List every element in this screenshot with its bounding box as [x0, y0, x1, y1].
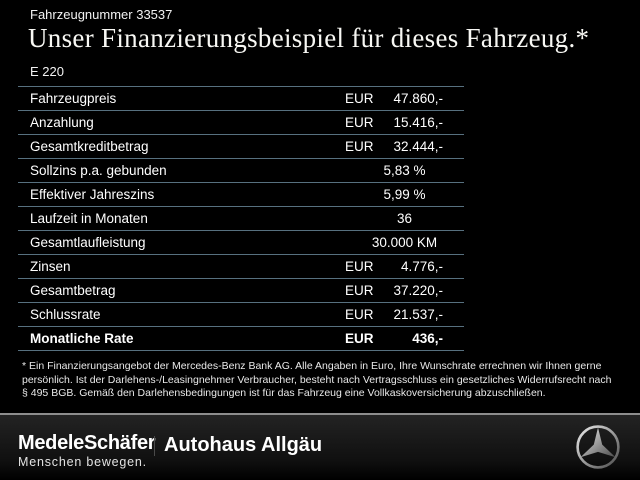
row-label: Laufzeit in Monaten [30, 211, 148, 226]
dealer-logo: MedeleSchäfer [18, 432, 156, 454]
row-label: Sollzins p.a. gebunden [30, 163, 167, 178]
row-value: 5,83 % [383, 163, 426, 178]
row-label: Zinsen [30, 259, 71, 274]
row-value: 5,99 % [383, 187, 426, 202]
row-value: 4.776,- [400, 259, 443, 274]
footer-vertical-divider [154, 436, 155, 456]
table-row-monthly-rate: Monatliche Rate EUR 436,- [18, 326, 464, 350]
row-value: 37.220,- [393, 283, 443, 298]
table-row: Zinsen EUR 4.776,- [18, 254, 464, 278]
table-row: Gesamtkreditbetrag EUR 32.444,- [18, 134, 464, 158]
row-value: 436,- [412, 331, 443, 346]
table-row: Schlussrate EUR 21.537,- [18, 302, 464, 326]
row-label: Anzahlung [30, 115, 94, 130]
legal-footnote: * Ein Finanzierungsangebot der Mercedes-… [22, 360, 612, 399]
row-value: 47.860,- [393, 91, 443, 106]
dealer-tagline: Menschen bewegen. [18, 455, 147, 469]
row-currency: EUR [345, 115, 374, 130]
row-value: 21.537,- [393, 307, 443, 322]
table-row: Gesamtbetrag EUR 37.220,- [18, 278, 464, 302]
row-label: Fahrzeugpreis [30, 91, 117, 106]
dealer-secondary-logo: Autohaus Allgäu [164, 434, 323, 456]
row-label: Schlussrate [30, 307, 101, 322]
footer-bar: MedeleSchäfer Menschen bewegen. Autohaus… [0, 415, 640, 480]
row-currency: EUR [345, 283, 374, 298]
table-row: Anzahlung EUR 15.416,- [18, 110, 464, 134]
vehicle-number: Fahrzeugnummer 33537 [30, 7, 173, 22]
page-title: Unser Finanzierungsbeispiel für dieses F… [28, 23, 590, 53]
row-currency: EUR [345, 139, 374, 154]
row-value: 32.444,- [393, 139, 443, 154]
row-label: Effektiver Jahreszins [30, 187, 155, 202]
row-label: Gesamtkreditbetrag [30, 139, 149, 154]
table-row: Sollzins p.a. gebunden 5,83 % [18, 158, 464, 182]
row-value: 30.000 KM [371, 235, 438, 250]
table-row: Gesamtlaufleistung 30.000 KM [18, 230, 464, 254]
table-row: Laufzeit in Monaten 36 [18, 206, 464, 230]
financing-table: Fahrzeugpreis EUR 47.860,- Anzahlung EUR 1… [18, 86, 464, 351]
row-currency: EUR [345, 91, 374, 106]
row-label: Gesamtbetrag [30, 283, 116, 298]
footer-divider [0, 413, 640, 415]
table-row: Effektiver Jahreszins 5,99 % [18, 182, 464, 206]
row-label: Monatliche Rate [30, 331, 134, 346]
row-currency: EUR [345, 259, 374, 274]
row-value: 15.416,- [393, 115, 443, 130]
row-currency: EUR [345, 331, 374, 346]
row-value: 36 [396, 211, 413, 226]
table-row: Fahrzeugpreis EUR 47.860,- [18, 86, 464, 110]
mercedes-star-icon [574, 423, 622, 471]
row-label: Gesamtlaufleistung [30, 235, 146, 250]
row-currency: EUR [345, 307, 374, 322]
vehicle-model: E 220 [30, 64, 64, 79]
